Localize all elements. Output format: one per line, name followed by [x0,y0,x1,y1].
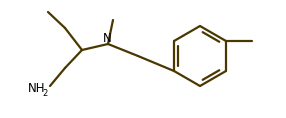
Text: 2: 2 [42,88,47,97]
Text: N: N [103,32,111,46]
Text: NH: NH [28,82,45,95]
